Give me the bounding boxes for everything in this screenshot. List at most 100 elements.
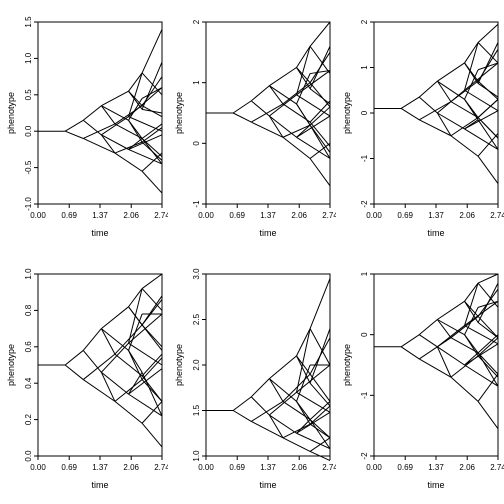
y-tick-label: 0: [360, 332, 369, 337]
branch-edge: [478, 353, 498, 374]
y-tick-label: -1: [360, 154, 369, 162]
y-tick-label: 2.5: [192, 313, 201, 325]
branch-edge: [419, 102, 451, 120]
x-tick-label: 2.74: [154, 211, 168, 220]
y-axis-label: phenotype: [342, 92, 352, 134]
chart-panel-5: 0.000.691.372.062.74-2-101timephenotype: [336, 252, 504, 504]
branch-edge: [297, 46, 311, 67]
x-tick-label: 0.00: [366, 211, 382, 220]
x-tick-label: 0.00: [30, 463, 46, 472]
branch-edge: [437, 113, 464, 129]
chart-panel-4: 0.000.691.372.062.741.01.52.02.53.0timep…: [168, 252, 336, 504]
x-tick-label: 1.37: [260, 463, 276, 472]
branch-edge: [310, 279, 330, 329]
branch-edge: [478, 83, 498, 97]
branch-edge: [310, 420, 330, 438]
x-tick-label: 1.37: [92, 463, 108, 472]
branch-edge: [269, 116, 296, 137]
x-axis-label: time: [427, 480, 444, 490]
chart-panel-3: 0.000.691.372.062.740.00.20.40.60.81.0ti…: [0, 252, 168, 504]
branch-edge: [101, 372, 128, 394]
y-tick-label: 1.0: [24, 268, 33, 280]
branch-edge: [251, 86, 269, 101]
branch-edge: [310, 329, 330, 384]
y-tick-label: -2: [360, 452, 369, 460]
branch-edge: [478, 338, 498, 356]
branch-edge: [465, 301, 498, 325]
branch-edge: [310, 46, 330, 88]
branch-edge: [283, 374, 310, 401]
branch-edge: [465, 111, 498, 129]
y-tick-label: -1.0: [24, 197, 33, 211]
branch-edge: [65, 350, 83, 365]
branch-edge: [142, 109, 162, 113]
x-tick-label: 2.06: [123, 211, 139, 220]
branch-edge: [251, 397, 269, 415]
branch-edge: [419, 335, 437, 347]
branch-edge: [83, 120, 101, 135]
x-tick-label: 0.69: [229, 211, 245, 220]
branch-edge: [310, 329, 330, 365]
x-tick-label: 0.69: [61, 463, 77, 472]
branch-edge: [310, 125, 330, 158]
branch-edge: [269, 86, 296, 104]
branch-edge: [478, 401, 498, 428]
y-tick-label: 1.0: [192, 450, 201, 462]
branch-edge: [419, 320, 437, 335]
branch-edge: [115, 401, 142, 423]
branch-edge: [478, 323, 498, 338]
branch-edge: [233, 411, 251, 422]
panel-grid: 0.000.691.372.062.74-1.0-0.50.00.51.01.5…: [0, 0, 504, 504]
x-tick-label: 1.37: [260, 211, 276, 220]
branch-edge: [269, 68, 296, 86]
y-axis-label: phenotype: [174, 92, 184, 134]
x-tick-label: 1.37: [92, 211, 108, 220]
branch-edge: [478, 24, 498, 42]
x-tick-label: 2.06: [291, 211, 307, 220]
y-tick-label: 1: [360, 65, 369, 70]
x-tick-label: 0.00: [366, 463, 382, 472]
branch-edge: [142, 380, 162, 402]
branch-edge: [465, 283, 479, 301]
x-tick-label: 2.74: [154, 463, 168, 472]
branch-edge: [401, 347, 419, 359]
branch-edge: [101, 135, 128, 150]
branch-edge: [101, 91, 128, 106]
branch-edge: [142, 62, 162, 109]
chart-panel-1: 0.000.691.372.062.74-1012timephenotype: [168, 0, 336, 252]
x-axis-label: time: [259, 480, 276, 490]
branch-edge: [297, 95, 330, 116]
branch-edge: [129, 73, 143, 91]
branch-edge: [478, 374, 498, 401]
branch-edge: [269, 379, 283, 402]
branch-edge: [297, 329, 311, 356]
branch-edge: [401, 335, 419, 347]
y-tick-label: 0.6: [24, 341, 33, 353]
x-tick-label: 2.06: [459, 463, 475, 472]
y-axis-label: phenotype: [6, 92, 16, 134]
x-axis-label: time: [91, 480, 108, 490]
x-tick-label: 0.00: [198, 211, 214, 220]
branch-edge: [142, 274, 162, 289]
y-tick-label: 2: [192, 19, 201, 24]
branch-edge: [142, 325, 162, 347]
branch-edge: [478, 274, 498, 283]
x-axis-label: time: [91, 228, 108, 238]
y-tick-label: 2.0: [192, 359, 201, 371]
y-tick-label: 0.2: [24, 413, 33, 425]
branch-edge: [83, 124, 115, 139]
branch-edge: [142, 354, 162, 376]
branch-edge: [310, 22, 330, 46]
branch-edge: [401, 108, 419, 119]
y-tick-label: -1: [360, 391, 369, 399]
y-tick-label: 0.0: [24, 125, 33, 137]
y-tick-label: 2: [360, 19, 369, 24]
branch-edge: [83, 106, 101, 121]
branch-edge: [478, 283, 498, 322]
branch-edge: [142, 138, 162, 156]
branch-edge: [129, 289, 143, 344]
branch-edge: [310, 159, 330, 186]
branch-edge: [101, 106, 115, 124]
branch-edge: [269, 379, 296, 402]
x-tick-label: 2.06: [291, 463, 307, 472]
